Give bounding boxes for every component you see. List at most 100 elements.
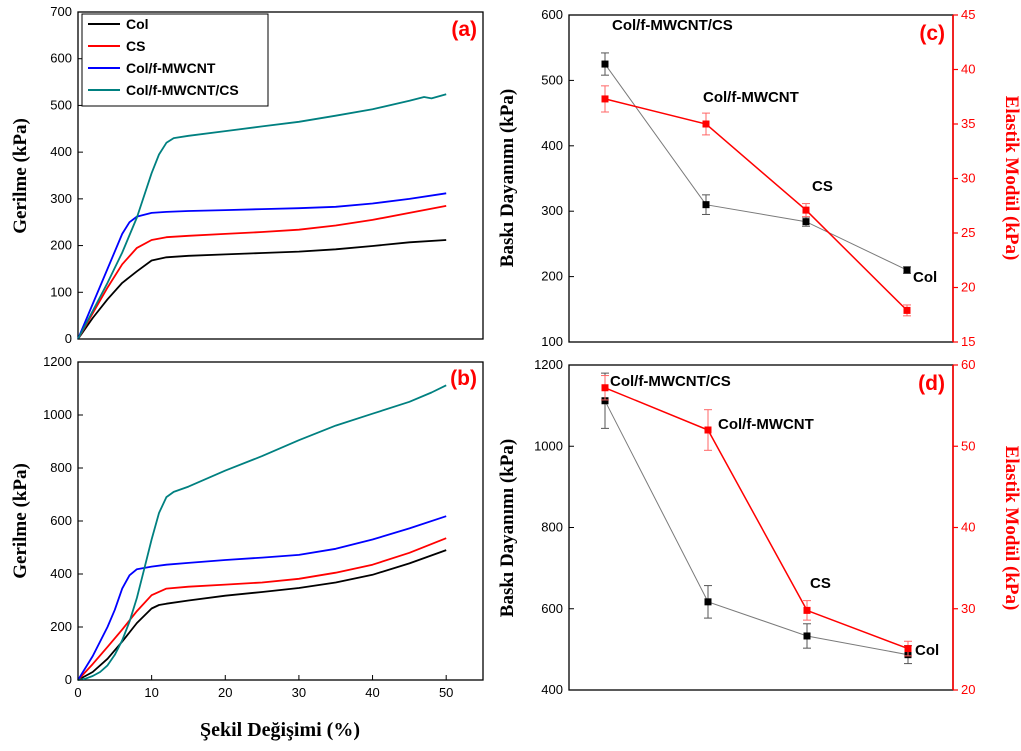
- panel-a-ytick-label: 100: [50, 284, 72, 299]
- panel-d-y2-axis-label: Elastik Modül (kPa): [1001, 446, 1021, 611]
- panel-c-annotation-cs: CS: [812, 178, 833, 195]
- panel-a-series-cs: [77, 205, 447, 340]
- panel-c-y2tick-label: 45: [961, 7, 975, 22]
- panel-c-ytick-label: 300: [541, 203, 563, 218]
- panel-b-stress-strain-wet: 0 200 400 600 800 1000 1200 0 10 20 30 40 50 Gerilm…: [10, 354, 484, 741]
- panel-c-y2tick-label: 40: [961, 62, 975, 77]
- panel-c-y2tick-label: 20: [961, 280, 975, 295]
- panel-d-ytick-label: 1000: [534, 438, 563, 453]
- panel-b-tag: (b): [450, 367, 477, 390]
- panel-d-y2tick-label: 50: [961, 438, 975, 453]
- panel-d-ytick-label: 600: [541, 601, 563, 616]
- panel-c-compressive-point-col: [903, 266, 911, 274]
- panel-c-modulus-point-cs: [802, 206, 810, 214]
- panel-c-y2tick-label: 25: [961, 225, 975, 240]
- panel-c-compressive-point-col-f-mwcnt: [702, 201, 710, 209]
- panel-b-y-axis-label: Gerilme (kPa): [10, 463, 31, 579]
- panel-d-compressive-point-cs: [803, 632, 811, 640]
- panel-d-modulus-point-col-f-mwcnt: [704, 426, 712, 434]
- panel-d-modulus-point-col: [904, 645, 912, 653]
- panel-d-y2tick-label: 30: [961, 601, 975, 616]
- panel-a-ytick-label: 300: [50, 191, 72, 206]
- panel-c-y-axis-label: Baskı Dayanımı (kPa): [497, 89, 518, 267]
- panel-c-compressive-line: [604, 63, 908, 271]
- panel-c-modulus-point-col-f-mwcnt: [702, 120, 710, 128]
- panel-d-annotation-col: Col: [915, 642, 939, 659]
- panel-b-xtick-label: 40: [365, 685, 379, 700]
- panel-c-frame: [568, 14, 954, 343]
- panel-d-annotation-cs: CS: [810, 575, 831, 592]
- panel-b-ytick-label: 400: [50, 566, 72, 581]
- panel-c-ytick-label: 100: [541, 334, 563, 349]
- panel-b-xtick-label: 50: [439, 685, 453, 700]
- panel-d-annotation-col-fmwcnt-cs: Col/f-MWCNT/CS: [610, 373, 731, 390]
- panel-c-tag: (c): [919, 22, 945, 45]
- panel-c-annotation-col: Col: [913, 269, 937, 286]
- panel-a-legend: Col CS Col/f-MWCNT Col/f-MWCNT/CS: [81, 13, 269, 107]
- panel-c-y2tick-label: 15: [961, 334, 975, 349]
- panel-b-ytick-label: 1200: [43, 354, 72, 369]
- panel-a-stress-strain-dry: 0 100 200 300 400 500 600 700 Gerilme (kPa) (a)…: [10, 4, 484, 346]
- panel-d-annotation-col-fmwcnt: Col/f-MWCNT: [718, 416, 814, 433]
- panel-d-modulus-line: [604, 387, 909, 650]
- legend-label-col: Col: [126, 16, 149, 32]
- panel-c-compressive-point-cs: [802, 218, 810, 226]
- panel-a-tag: (a): [451, 18, 477, 41]
- legend-label-cs: CS: [126, 38, 145, 54]
- panel-d-ytick-label: 800: [541, 520, 563, 535]
- panel-b-series-cs: [77, 537, 447, 681]
- panel-b-series-col: [77, 549, 447, 681]
- panel-d-modulus-point-cs: [803, 606, 811, 614]
- panel-c-ytick-label: 200: [541, 269, 563, 284]
- panel-c-y2tick-label: 35: [961, 116, 975, 131]
- panel-c-modulus-point-col: [903, 306, 911, 314]
- panel-c-annotation-col-fmwcnt: Col/f-MWCNT: [703, 89, 799, 106]
- shared-x-axis-label: Şekil Değişimi (%): [200, 719, 360, 741]
- panel-d-compressive-line: [604, 400, 909, 656]
- panel-b-series-col-f-mwcnt-cs: [77, 384, 447, 681]
- panel-b-xtick-label: 10: [144, 685, 158, 700]
- panel-b-xtick-label: 20: [218, 685, 232, 700]
- panel-c-ytick-label: 600: [541, 7, 563, 22]
- panel-a-ytick-label: 200: [50, 238, 72, 253]
- panel-c-ytick-label: 400: [541, 138, 563, 153]
- panel-c-y2-axis-label: Elastik Modül (kPa): [1001, 96, 1021, 261]
- panel-a-ytick-label: 700: [50, 4, 72, 19]
- panel-a-series-col-f-mwcnt-cs: [77, 93, 447, 340]
- panel-d-modulus-point-col-f-mwcnt-cs: [601, 384, 609, 392]
- panel-c-ytick-label: 500: [541, 72, 563, 87]
- panel-b-ytick-label: 200: [50, 619, 72, 634]
- panel-a-ytick-label: 600: [50, 51, 72, 66]
- panel-d-compressive-point-col-f-mwcnt-cs: [601, 397, 609, 405]
- panel-b-xtick-label: 0: [74, 685, 81, 700]
- panel-a-ytick-label: 400: [50, 144, 72, 159]
- panel-a-frame: [77, 11, 484, 340]
- panel-a-series-col-f-mwcnt: [77, 192, 447, 340]
- panel-d-compression-modulus: 400 600 800 1000 1200 20 30 40 50 60 Baskı Dayan…: [497, 357, 1021, 697]
- panel-c-compression-modulus: 100 200 300 400 500 600 15 20 25 30 35 40 45 Baskı …: [497, 7, 1021, 349]
- panel-d-ytick-label: 1200: [534, 357, 563, 372]
- legend-label-col-fmwcnt-cs: Col/f-MWCNT/CS: [126, 82, 239, 98]
- legend-label-col-fmwcnt: Col/f-MWCNT: [126, 60, 216, 76]
- panel-b-xtick-label: 30: [292, 685, 306, 700]
- panel-b-series-col-f-mwcnt: [77, 515, 447, 681]
- panel-d-y2tick-label: 20: [961, 682, 975, 697]
- panel-d-y2tick-label: 40: [961, 520, 975, 535]
- panel-c-modulus-point-col-f-mwcnt-cs: [601, 95, 609, 103]
- panel-a-y-axis-label: Gerilme (kPa): [10, 118, 31, 234]
- panel-c-compressive-point-col-f-mwcnt-cs: [601, 60, 609, 68]
- panel-d-ytick-label: 400: [541, 682, 563, 697]
- panel-b-ytick-label: 1000: [43, 407, 72, 422]
- panel-d-y-axis-label: Baskı Dayanımı (kPa): [497, 439, 518, 617]
- panel-a-ytick-label: 0: [65, 331, 72, 346]
- panel-b-ytick-label: 800: [50, 460, 72, 475]
- panel-a-series-col: [77, 239, 447, 340]
- panel-b-ytick-label: 600: [50, 513, 72, 528]
- panel-b-frame: [77, 361, 484, 681]
- panel-c-modulus-line: [604, 98, 908, 311]
- panel-d-y2tick-label: 60: [961, 357, 975, 372]
- panel-c-y2tick-label: 30: [961, 171, 975, 186]
- panel-c-annotation-col-fmwcnt-cs: Col/f-MWCNT/CS: [612, 17, 733, 34]
- panel-a-ytick-label: 500: [50, 97, 72, 112]
- panel-d-tag: (d): [918, 372, 945, 395]
